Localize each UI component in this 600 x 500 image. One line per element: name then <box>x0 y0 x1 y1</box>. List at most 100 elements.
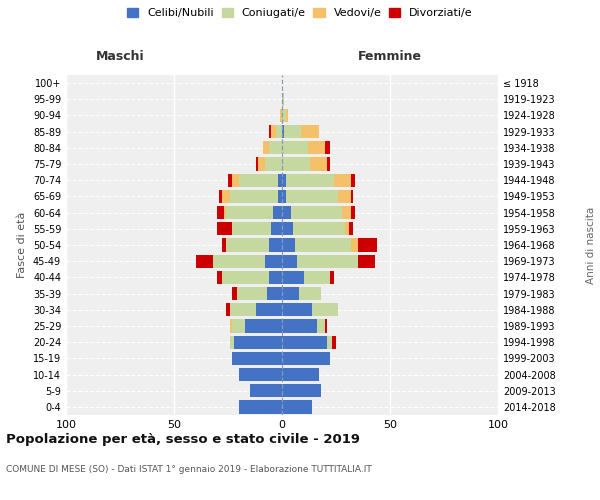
Bar <box>310 158 328 170</box>
Bar <box>282 206 290 220</box>
Bar <box>282 174 286 187</box>
Bar <box>258 158 265 170</box>
Bar <box>351 206 355 220</box>
Bar <box>308 141 325 154</box>
Bar <box>239 174 278 187</box>
Bar <box>328 336 332 349</box>
Bar <box>334 174 351 187</box>
Bar <box>275 125 282 138</box>
Bar <box>278 174 282 187</box>
Bar <box>278 190 282 203</box>
Bar <box>217 206 224 220</box>
Bar <box>221 238 226 252</box>
Bar <box>282 254 297 268</box>
Bar <box>282 352 329 365</box>
Bar <box>299 287 321 300</box>
Bar <box>349 222 353 235</box>
Bar <box>358 254 375 268</box>
Bar <box>224 206 226 220</box>
Bar <box>290 206 343 220</box>
Bar <box>325 141 329 154</box>
Bar <box>282 141 308 154</box>
Bar <box>271 125 275 138</box>
Bar <box>228 174 232 187</box>
Text: Maschi: Maschi <box>95 50 145 64</box>
Bar <box>282 287 299 300</box>
Bar <box>332 336 336 349</box>
Bar <box>304 270 329 284</box>
Bar <box>286 174 334 187</box>
Bar <box>351 238 358 252</box>
Text: Popolazione per età, sesso e stato civile - 2019: Popolazione per età, sesso e stato civil… <box>6 432 360 446</box>
Bar <box>232 320 245 332</box>
Text: Femmine: Femmine <box>358 50 422 64</box>
Bar <box>217 222 232 235</box>
Bar <box>280 109 282 122</box>
Bar <box>343 206 351 220</box>
Bar <box>269 125 271 138</box>
Bar <box>282 92 284 106</box>
Bar <box>282 303 312 316</box>
Bar <box>282 336 328 349</box>
Bar <box>232 287 236 300</box>
Bar <box>297 254 358 268</box>
Bar <box>271 222 282 235</box>
Bar <box>344 222 349 235</box>
Legend: Celibi/Nubili, Coniugati/e, Vedovi/e, Divorziati/e: Celibi/Nubili, Coniugati/e, Vedovi/e, Di… <box>125 6 475 20</box>
Bar <box>226 303 230 316</box>
Bar <box>263 141 269 154</box>
Bar <box>250 384 282 398</box>
Bar <box>265 254 282 268</box>
Bar <box>301 125 319 138</box>
Bar <box>230 320 232 332</box>
Text: Anni di nascita: Anni di nascita <box>586 206 596 284</box>
Bar <box>286 109 289 122</box>
Bar <box>282 125 284 138</box>
Bar <box>282 238 295 252</box>
Bar <box>269 141 282 154</box>
Bar <box>274 206 282 220</box>
Bar <box>282 400 312 413</box>
Bar <box>235 336 282 349</box>
Bar <box>338 190 351 203</box>
Bar <box>295 238 351 252</box>
Bar <box>221 270 269 284</box>
Bar <box>265 158 282 170</box>
Bar <box>282 270 304 284</box>
Bar <box>325 320 328 332</box>
Bar <box>232 352 282 365</box>
Bar <box>282 158 310 170</box>
Bar <box>282 320 317 332</box>
Bar <box>220 190 221 203</box>
Text: COMUNE DI MESE (SO) - Dati ISTAT 1° gennaio 2019 - Elaborazione TUTTITALIA.IT: COMUNE DI MESE (SO) - Dati ISTAT 1° genn… <box>6 466 372 474</box>
Bar <box>351 190 353 203</box>
Bar <box>221 190 230 203</box>
Bar <box>282 190 286 203</box>
Bar <box>256 158 258 170</box>
Bar <box>256 303 282 316</box>
Bar <box>293 222 344 235</box>
Bar <box>282 384 321 398</box>
Bar <box>317 320 325 332</box>
Bar <box>282 109 286 122</box>
Bar <box>269 238 282 252</box>
Bar <box>226 238 269 252</box>
Bar <box>239 400 282 413</box>
Bar <box>328 158 329 170</box>
Y-axis label: Fasce di età: Fasce di età <box>17 212 27 278</box>
Bar <box>236 287 267 300</box>
Bar <box>282 222 293 235</box>
Bar <box>217 270 221 284</box>
Bar <box>282 368 319 381</box>
Bar <box>239 368 282 381</box>
Bar <box>245 320 282 332</box>
Bar <box>286 190 338 203</box>
Bar <box>312 303 338 316</box>
Bar <box>232 222 271 235</box>
Bar <box>284 125 301 138</box>
Bar <box>329 270 334 284</box>
Bar <box>230 303 256 316</box>
Bar <box>351 174 355 187</box>
Bar <box>232 174 239 187</box>
Bar <box>358 238 377 252</box>
